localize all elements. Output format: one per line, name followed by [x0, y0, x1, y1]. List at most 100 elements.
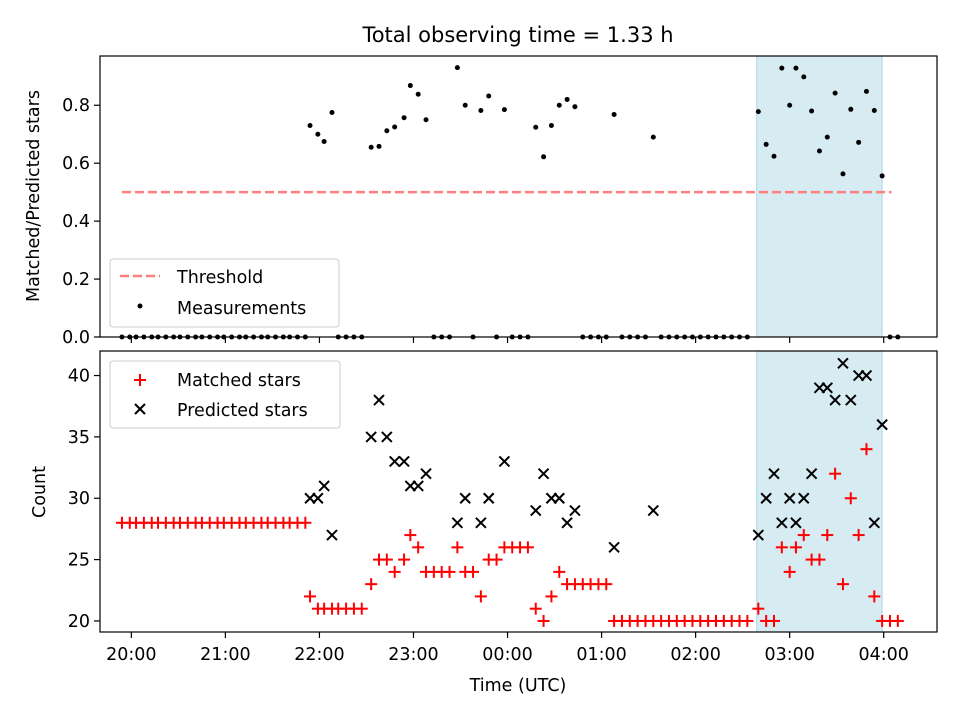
predicted-star-point: [475, 517, 487, 529]
predicted-star-point: [821, 382, 833, 394]
matched-star-point: [868, 590, 881, 603]
predicted-star-point: [776, 517, 788, 529]
legend-threshold-label: Threshold: [176, 268, 263, 288]
predicted-star-point: [845, 394, 857, 406]
measurement-point: [376, 143, 382, 149]
measurement-point: [423, 117, 429, 123]
matched-star-point: [775, 541, 788, 554]
bottom-y-tick-label: 35: [68, 428, 90, 448]
measurement-point: [368, 144, 374, 150]
x-tick-label: 03:00: [764, 645, 814, 665]
predicted-star-point: [326, 529, 338, 541]
predicted-star-point: [312, 492, 324, 504]
x-tick-label: 21:00: [200, 645, 250, 665]
measurement-point: [871, 107, 877, 113]
top-legend-box: [109, 258, 340, 328]
bottom-panel-plot-area: 20 25 30 35 40 20:00 21:00 22:00 23:00 00:00 01:00…: [68, 350, 938, 665]
measurement-point: [501, 107, 507, 113]
measurement-point: [793, 65, 799, 71]
matched-star-point: [767, 614, 780, 627]
bottom-y-tick-label: 30: [68, 489, 90, 509]
measurement-point: [611, 112, 617, 118]
predicted-star-point: [868, 517, 881, 529]
matched-star-point: [404, 529, 417, 542]
predicted-star-point: [608, 541, 620, 554]
predicted-star-point: [365, 431, 377, 443]
top-y-tick-label: 0.4: [62, 212, 90, 232]
legend-matched-swatch: [134, 374, 146, 386]
matched-star-point: [380, 553, 393, 566]
predicted-star-point: [860, 369, 873, 382]
matched-star-point: [304, 590, 317, 603]
measurement-point: [832, 90, 838, 96]
predicted-star-point: [483, 492, 495, 504]
matched-star-point: [490, 553, 503, 566]
measurement-point: [486, 93, 492, 99]
matched-star-point: [789, 541, 802, 554]
legend-measurements-swatch: [137, 303, 143, 309]
matched-star-point: [474, 590, 487, 603]
top-highlight-span: [756, 55, 883, 338]
bottom-series-1: [115, 443, 904, 627]
predicted-star-point: [530, 504, 542, 517]
top-y-tick-label: 0.2: [62, 270, 90, 290]
predicted-star-point: [760, 492, 772, 504]
matched-star-point: [443, 565, 456, 578]
matched-star-point: [821, 529, 834, 542]
measurement-point: [401, 115, 407, 121]
matched-star-point: [844, 492, 857, 505]
matched-star-point: [537, 614, 550, 627]
x-tick-label: 23:00: [388, 645, 438, 665]
measurement-point: [415, 91, 421, 97]
matched-star-point: [783, 565, 796, 578]
measurement-point: [771, 153, 777, 159]
measurement-point: [779, 65, 785, 71]
measurement-point: [840, 171, 846, 177]
legend-measurements-label: Measurements: [177, 299, 306, 319]
bottom-y-tick-label: 25: [68, 551, 90, 571]
matched-star-point: [891, 614, 904, 627]
measurement-point: [315, 131, 321, 137]
matched-star-point: [553, 565, 566, 578]
measurement-point: [384, 128, 390, 134]
measurement-point: [755, 109, 761, 115]
measurement-point: [533, 124, 539, 130]
bottom-y-tick-label: 40: [68, 367, 90, 387]
measurement-point: [307, 123, 313, 129]
measurement-point: [650, 134, 656, 140]
matched-star-point: [545, 590, 558, 603]
predicted-star-point: [412, 480, 424, 492]
matched-star-point: [860, 443, 873, 456]
matched-star-point: [398, 553, 411, 566]
chart-title: Total observing time = 1.33 h: [361, 23, 673, 47]
predicted-star-point: [837, 357, 849, 369]
matched-star-point: [600, 578, 613, 591]
measurement-point: [564, 96, 570, 102]
measurement-point: [787, 102, 793, 108]
predicted-star-point: [318, 480, 330, 492]
matched-star-point: [829, 467, 842, 480]
predicted-star-point: [783, 492, 796, 504]
matched-star-point: [412, 541, 425, 554]
measurement-point: [407, 83, 413, 89]
predicted-star-point: [398, 455, 410, 468]
predicted-star-point: [451, 517, 464, 529]
matched-star-point: [365, 578, 378, 591]
measurement-point: [801, 74, 807, 80]
measurement-point: [824, 134, 830, 140]
measurement-point: [548, 123, 554, 129]
measurement-point: [462, 102, 468, 108]
matched-star-point: [752, 602, 765, 615]
matched-star-point: [741, 614, 754, 627]
top-panel-plot-area: 0.0 0.2 0.4 0.6 0.8: [62, 55, 938, 348]
legend-predicted-swatch: [134, 403, 146, 415]
predicted-star-point: [569, 504, 581, 517]
measurement-point: [863, 88, 869, 94]
x-tick-label: 22:00: [294, 645, 344, 665]
bottom-y-tick-label: 20: [68, 612, 90, 632]
bottom-legend-box: [109, 360, 341, 429]
legend-matched-label: Matched stars: [177, 371, 301, 391]
predicted-star-point: [798, 492, 810, 504]
x-tick-label: 20:00: [106, 645, 156, 665]
measurement-point: [763, 141, 769, 147]
